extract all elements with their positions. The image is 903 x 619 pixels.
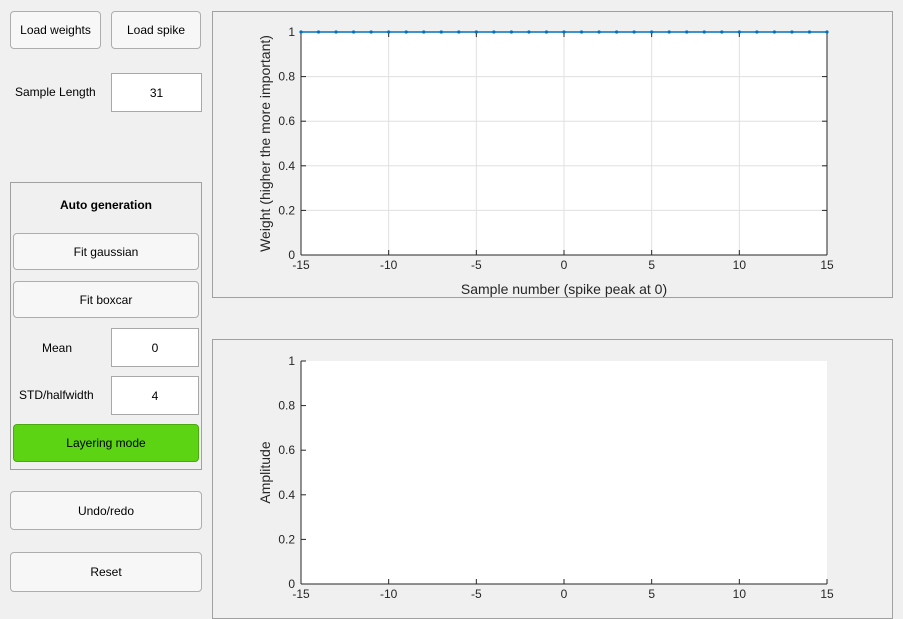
weight-point[interactable] [667, 30, 671, 34]
x-tick-label: -5 [471, 587, 482, 601]
weight-point[interactable] [544, 30, 549, 34]
x-tick-label: -5 [471, 258, 482, 272]
weight-point[interactable] [299, 30, 303, 34]
x-tick-label: 10 [733, 587, 747, 601]
std-halfwidth-label: STD/halfwidth [19, 388, 94, 402]
sample-length-label: Sample Length [15, 85, 96, 99]
weight-point[interactable] [439, 30, 443, 34]
auto-generation-title: Auto generation [60, 198, 152, 212]
weight-point[interactable] [316, 30, 321, 34]
weight-point[interactable] [702, 30, 706, 34]
y-tick-label: 0 [288, 248, 295, 262]
layering-mode-button[interactable]: Layering mode [13, 424, 199, 462]
y-axis-label: Amplitude [257, 441, 273, 503]
x-tick-label: 5 [648, 587, 655, 601]
y-tick-label: 0.4 [278, 488, 295, 502]
x-tick-label: 15 [820, 258, 834, 272]
weight-point[interactable] [650, 30, 654, 34]
undo-redo-button[interactable]: Undo/redo [10, 491, 202, 530]
load-spike-button[interactable]: Load spike [111, 11, 201, 49]
weight-point[interactable] [597, 30, 601, 34]
weight-point[interactable] [369, 30, 373, 34]
x-tick-label: -15 [292, 587, 310, 601]
weight-point[interactable] [562, 30, 566, 34]
y-tick-label: 0.6 [278, 443, 295, 457]
weight-point[interactable] [737, 30, 741, 34]
weight-point[interactable] [825, 30, 829, 34]
weight-point[interactable] [720, 30, 724, 34]
std-halfwidth-input[interactable] [111, 376, 199, 415]
y-tick-label: 0.4 [278, 159, 295, 173]
x-tick-label: -10 [380, 258, 398, 272]
reset-button[interactable]: Reset [10, 552, 202, 592]
y-tick-label: 1 [288, 354, 295, 368]
y-tick-label: 0.6 [278, 114, 295, 128]
weight-point[interactable] [772, 30, 777, 34]
y-axis-label: Weight (higher the more important) [257, 35, 273, 252]
weight-point[interactable] [457, 30, 461, 34]
weight-point[interactable] [404, 30, 408, 34]
x-axis-label: Sample number (spike peak at 0) [461, 281, 667, 297]
load-weights-button[interactable]: Load weights [10, 11, 101, 49]
weight-point[interactable] [755, 30, 759, 34]
x-tick-label: 5 [648, 258, 655, 272]
weight-point[interactable] [807, 30, 812, 34]
weight-point[interactable] [492, 30, 496, 34]
weight-point[interactable] [474, 30, 478, 34]
x-tick-label: 0 [561, 587, 568, 601]
amplitude-chart[interactable]: -15 -10 -5 0 5 10 15 0 0.2 0.4 0.6 0.8 1 Amplitude [212, 339, 893, 606]
x-tick-label: 0 [561, 258, 568, 272]
auto-generation-panel: Auto generation [10, 182, 202, 470]
mean-input[interactable] [111, 328, 199, 367]
sample-length-input[interactable] [111, 73, 202, 112]
weight-point[interactable] [685, 30, 689, 34]
fit-gaussian-button[interactable]: Fit gaussian [13, 233, 199, 270]
x-tick-label: -15 [292, 258, 310, 272]
weight-point[interactable] [790, 30, 794, 34]
x-tick-label: -10 [380, 587, 398, 601]
mean-label: Mean [42, 341, 73, 355]
weight-point[interactable] [527, 30, 531, 34]
weight-point[interactable] [422, 30, 426, 34]
weights-chart[interactable]: -15 -10 -5 0 5 10 15 0 0.2 0.4 0.6 0.8 1 Sample numbe… [212, 11, 893, 298]
weight-point[interactable] [579, 30, 584, 34]
x-tick-label: 15 [820, 587, 834, 601]
weight-point[interactable] [632, 30, 636, 34]
weight-point[interactable] [615, 30, 619, 34]
fit-boxcar-button[interactable]: Fit boxcar [13, 281, 199, 318]
weight-point[interactable] [387, 30, 391, 34]
y-tick-label: 1 [288, 25, 295, 39]
y-tick-label: 0.8 [278, 70, 295, 84]
plot-area [301, 361, 827, 584]
x-tick-label: 10 [733, 258, 747, 272]
weight-point[interactable] [509, 30, 513, 34]
y-tick-label: 0.2 [278, 532, 295, 546]
weight-point[interactable] [334, 30, 338, 34]
weight-point[interactable] [352, 30, 356, 34]
y-tick-label: 0.8 [278, 399, 295, 413]
y-tick-label: 0 [288, 577, 295, 591]
y-tick-label: 0.2 [278, 203, 295, 217]
